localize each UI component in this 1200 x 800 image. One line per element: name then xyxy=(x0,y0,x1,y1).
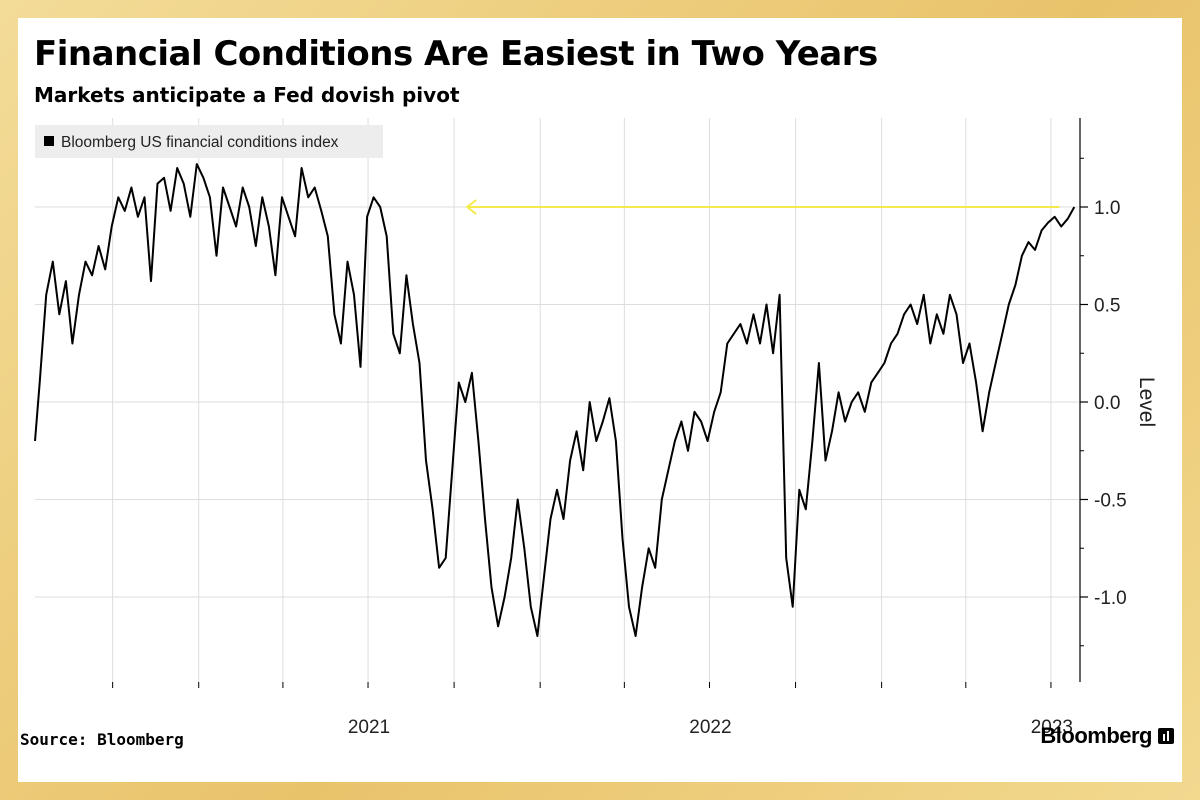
annotation-arrow-head xyxy=(465,199,477,215)
brand-name: Bloomberg xyxy=(1040,723,1152,748)
y-tick-label: 0.5 xyxy=(1094,296,1120,317)
annotation xyxy=(465,199,1060,215)
y-axis: -1.0 -0.5 0.0 0.5 1.0 xyxy=(1079,118,1127,682)
series-line xyxy=(34,163,1076,637)
legend-label: Bloomberg US financial conditions index xyxy=(61,134,339,151)
legend-swatch xyxy=(44,136,54,146)
x-tick-label: 2022 xyxy=(689,717,731,738)
source-note: Source: Bloomberg xyxy=(20,730,184,749)
y-tick-label: 1.0 xyxy=(1094,198,1120,219)
y-tick-label: -1.0 xyxy=(1094,588,1127,609)
x-tick-label: 2023 xyxy=(1031,717,1073,738)
plot-area xyxy=(34,163,1076,637)
x-axis: 2021 2022 2023 xyxy=(112,682,1073,738)
chart-logo-icon xyxy=(1158,728,1174,744)
x-tick-label: 2021 xyxy=(348,717,390,738)
legend: Bloomberg US financial conditions index xyxy=(35,125,383,158)
chart-subtitle: Markets anticipate a Fed dovish pivot xyxy=(34,83,460,107)
chart-title: Financial Conditions Are Easiest in Two … xyxy=(34,34,878,74)
y-tick-label: 0.0 xyxy=(1094,393,1120,414)
legend-box xyxy=(35,125,383,158)
y-tick-label: -0.5 xyxy=(1094,491,1127,512)
brand-logo: Bloomberg xyxy=(1040,723,1174,749)
y-axis-label: Level xyxy=(1135,377,1158,427)
